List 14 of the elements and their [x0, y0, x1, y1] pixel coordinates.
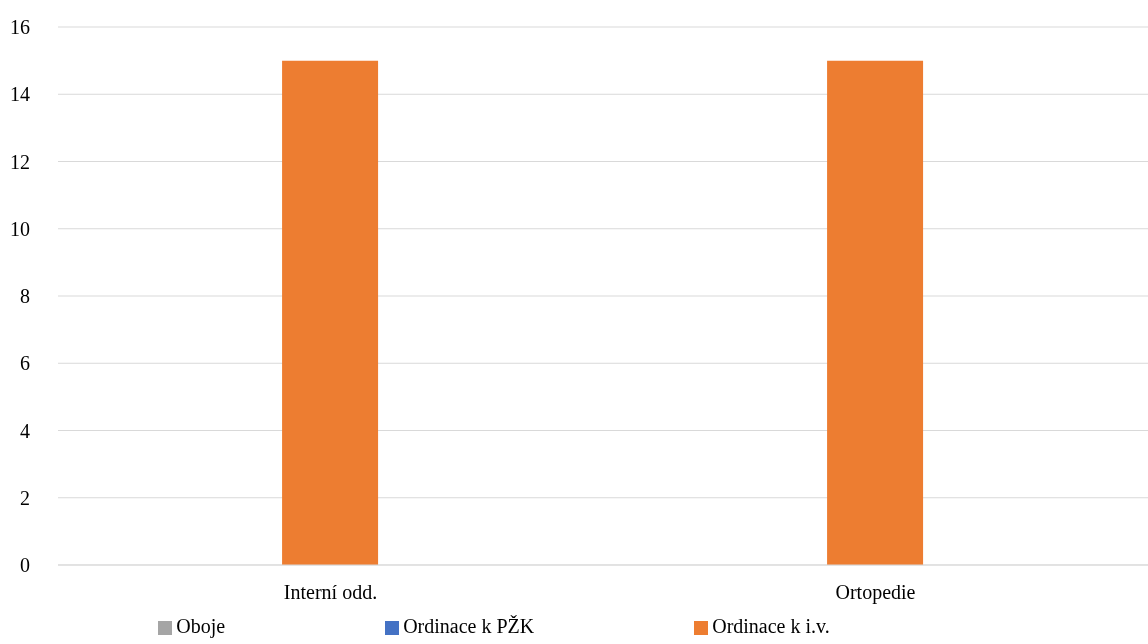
y-tick-label: 4 — [20, 419, 30, 442]
x-tick-label: Ortopedie — [835, 581, 916, 605]
legend-label: Oboje — [176, 615, 226, 637]
legend-label: Ordinace k i.v. — [712, 615, 830, 637]
y-tick-label: 14 — [10, 83, 30, 106]
legend-label: Ordinace k PŽK — [403, 615, 535, 637]
y-tick-label: 6 — [20, 352, 30, 375]
x-tick-label: Interní odd. — [283, 581, 378, 604]
y-tick-label: 16 — [10, 16, 30, 39]
y-tick-label: 0 — [20, 554, 30, 577]
y-tick-label: 8 — [20, 285, 30, 308]
y-tick-label: 10 — [10, 217, 30, 240]
y-tick-label: 2 — [20, 486, 30, 509]
y-tick-label: 12 — [10, 150, 30, 173]
